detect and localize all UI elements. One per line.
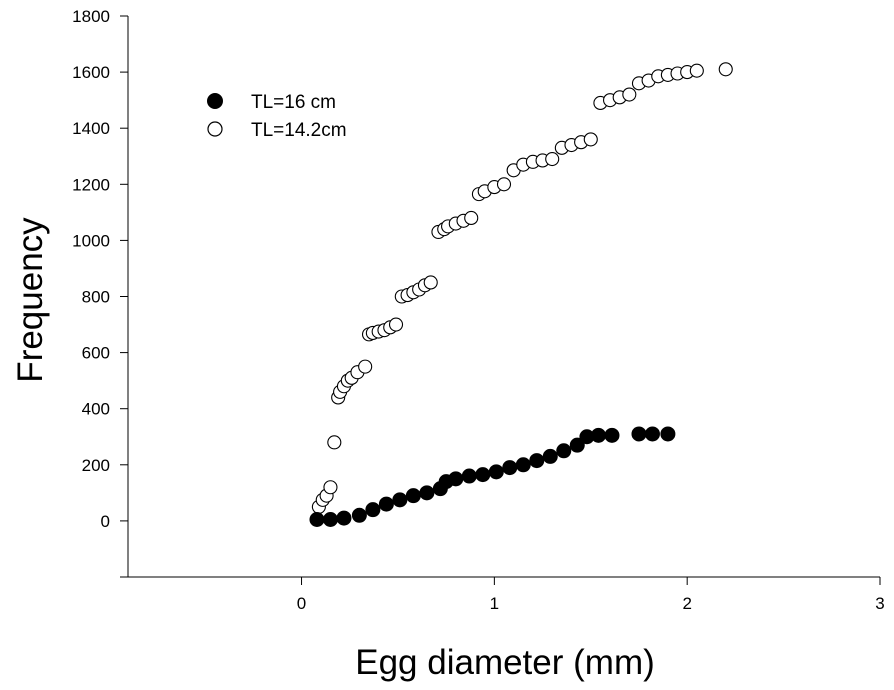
y-tick-label: 1600 [72, 63, 110, 82]
legend-label-tl16: TL=16 cm [251, 92, 336, 113]
point-tl16 [502, 460, 518, 476]
point-tl16 [590, 427, 606, 443]
x-tick-label: 0 [297, 594, 306, 613]
x-axis-title: Egg diameter (mm) [355, 643, 655, 682]
y-tick-label: 400 [82, 400, 110, 419]
point-tl16 [448, 471, 464, 487]
point-tl16 [351, 507, 367, 523]
point-tl16 [515, 457, 531, 473]
point-tl142 [496, 177, 512, 192]
x-tick-label: 1 [490, 594, 499, 613]
point-tl16 [542, 448, 558, 464]
legend-marker-open [207, 121, 223, 137]
point-tl16 [405, 488, 421, 504]
point-tl142 [718, 62, 733, 77]
point-tl16 [461, 468, 477, 484]
x-tick-label: 3 [875, 594, 884, 613]
y-tick-label: 200 [82, 456, 110, 475]
point-tl16 [529, 453, 545, 469]
y-tick-label: 1200 [72, 175, 110, 194]
point-tl142 [388, 317, 404, 332]
point-tl16 [322, 511, 338, 527]
y-tick-label: 1400 [72, 119, 110, 138]
point-tl16 [365, 502, 381, 518]
plot-area: 0 200 400 600 800 1000 1200 1400 1600 1800 0 1 2 3 [72, 7, 885, 613]
point-tl16 [631, 426, 647, 442]
legend-marker-filled [207, 93, 223, 109]
y-tick-label: 600 [82, 344, 110, 363]
point-tl16 [556, 443, 572, 459]
y-axis-title: Frequency [11, 217, 50, 383]
point-tl16 [488, 464, 504, 480]
point-tl16 [475, 467, 491, 483]
point-tl142 [545, 152, 560, 167]
point-tl16 [604, 427, 620, 443]
point-tl142 [423, 275, 438, 290]
y-tick-label: 800 [82, 288, 110, 307]
x-tick-label: 2 [682, 594, 691, 613]
y-tick-label: 1800 [72, 7, 110, 26]
point-tl142 [323, 480, 338, 495]
point-tl16 [336, 510, 352, 526]
point-tl142 [464, 210, 479, 226]
point-tl142 [583, 132, 598, 147]
point-tl142 [327, 435, 342, 450]
legend: TL=16 cm TL=14.2cm [207, 92, 347, 141]
point-tl142 [358, 359, 373, 374]
point-tl16 [378, 496, 394, 512]
point-tl142 [689, 63, 704, 78]
point-tl16 [419, 485, 435, 501]
point-tl16 [309, 511, 325, 527]
point-tl16 [660, 426, 676, 442]
point-tl142 [622, 87, 637, 102]
point-tl16 [569, 437, 585, 453]
point-tl16 [644, 426, 660, 442]
legend-label-tl142: TL=14.2cm [251, 120, 347, 141]
point-tl16 [392, 492, 408, 508]
y-tick-label: 0 [101, 512, 110, 531]
y-tick-label: 1000 [72, 231, 110, 250]
